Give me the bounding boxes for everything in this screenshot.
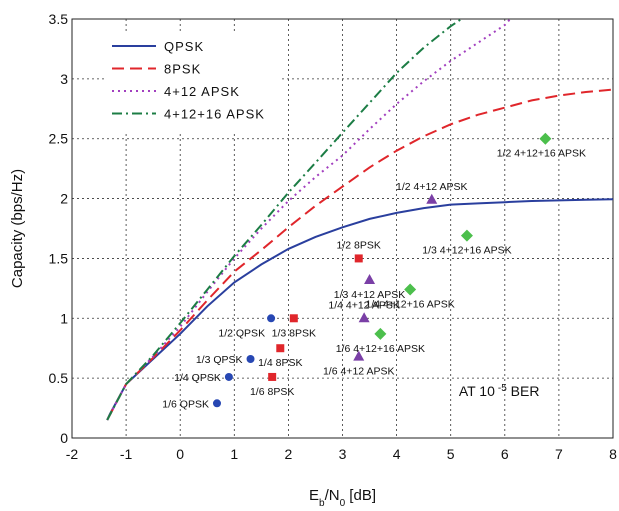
point-label: 1/3 QPSK: [196, 354, 243, 366]
marker-1-4-4-12-apsk: [358, 312, 370, 323]
marker-1-6-4-12-16-apsk: [374, 327, 387, 340]
curve-4-12-apsk: [106, 18, 511, 421]
plot-frame: [71, 18, 614, 439]
x-tick-label: -1: [120, 446, 133, 462]
y-tick-label: 3: [60, 71, 68, 87]
y-tick-label: 1.5: [49, 250, 69, 266]
x-tick-label: 0: [176, 446, 184, 462]
marker-1-6-qpsk: [212, 399, 221, 408]
ber-note: AT 10 -5 BER: [459, 383, 540, 400]
y-tick-label: 0: [60, 430, 68, 446]
marker-1-4-qpsk: [224, 372, 233, 381]
marker-1-2-8psk: [354, 254, 363, 263]
marker-1-6-4-12-apsk: [353, 350, 365, 361]
marker-1-2-4-12-16-apsk: [539, 132, 552, 145]
curve-8psk: [106, 88, 614, 421]
marker-1-2-4-12-apsk: [426, 193, 438, 204]
x-tick-label: 4: [393, 446, 401, 462]
x-tick-label: 5: [447, 446, 455, 462]
marker-1-2-qpsk: [267, 314, 276, 323]
point-label: 1/6 QPSK: [162, 398, 209, 410]
marker-1-3-qpsk: [246, 354, 255, 363]
point-label: 1/6 4+12+16 APSK: [336, 343, 425, 355]
y-tick-label: 2.5: [49, 131, 69, 147]
point-label: 1/2 8PSK: [337, 239, 381, 251]
point-label: 1/3 4+12 APSK: [334, 289, 406, 301]
y-axis-title: Capacity (bps/Hz): [9, 169, 26, 288]
point-label: 1/2 4+12 APSK: [396, 181, 468, 193]
y-tick-label: 3.5: [49, 11, 69, 27]
x-tick-label: 6: [501, 446, 509, 462]
point-label: 1/6 4+12 APSK: [323, 366, 395, 378]
y-tick-label: 1: [60, 310, 68, 326]
curve-qpsk: [106, 198, 614, 421]
legend-label: QPSK: [164, 39, 204, 54]
x-tick-label: 1: [230, 446, 238, 462]
y-tick-label: 0.5: [49, 370, 69, 386]
marker-1-6-8psk: [268, 372, 277, 381]
x-tick-label: 7: [555, 446, 563, 462]
marker-1-3-4-12-16-apsk: [460, 229, 473, 242]
x-tick-label: -2: [66, 446, 79, 462]
marker-1-4-8psk: [276, 344, 285, 353]
point-label: 1/3 4+12+16 APSK: [422, 245, 511, 257]
legend-label: 4+12+16 APSK: [164, 107, 265, 122]
legend: QPSK 8PSK 4+12 APSK 4+12+16 APSK: [104, 31, 282, 132]
point-label: 1/4 4+12 APSK: [328, 299, 400, 311]
marker-1-3-4-12-apsk: [364, 273, 376, 284]
point-label: 1/2 QPSK: [218, 327, 265, 339]
marker-1-3-8psk: [289, 314, 298, 323]
legend-box: [104, 31, 282, 132]
point-label: 1/4 8PSK: [258, 357, 302, 369]
y-tick-label: 2: [60, 191, 68, 207]
point-label: 1/6 8PSK: [250, 386, 294, 398]
point-label: 1/2 4+12+16 APSK: [497, 148, 586, 160]
x-tick-label: 8: [609, 446, 617, 462]
x-tick-label: 3: [339, 446, 347, 462]
modcod-points: 1/6 QPSK 1/4 QPSK 1/3 QPSK 1/2 QPSK 1/6 8PSK…: [162, 132, 586, 410]
marker-1-4-4-12-16-apsk: [404, 283, 417, 296]
point-label: 1/4 QPSK: [174, 372, 221, 384]
capacity-curves: [106, 18, 614, 421]
point-label: 1/4 4+12+16 APSK: [365, 299, 454, 311]
axis-ticks: -2 -1 0 1 2 3 4 5 6 7 8 0 0.5 1 1.5 2 2.5 3 3.5: [49, 11, 618, 462]
curve-4-12-16-apsk: [106, 18, 463, 421]
legend-label: 4+12 APSK: [164, 84, 240, 99]
x-axis-title: Eb/N0 [dB]: [309, 487, 376, 509]
x-tick-label: 2: [285, 446, 293, 462]
legend-label: 8PSK: [164, 62, 201, 77]
point-label: 1/3 8PSK: [272, 327, 316, 339]
